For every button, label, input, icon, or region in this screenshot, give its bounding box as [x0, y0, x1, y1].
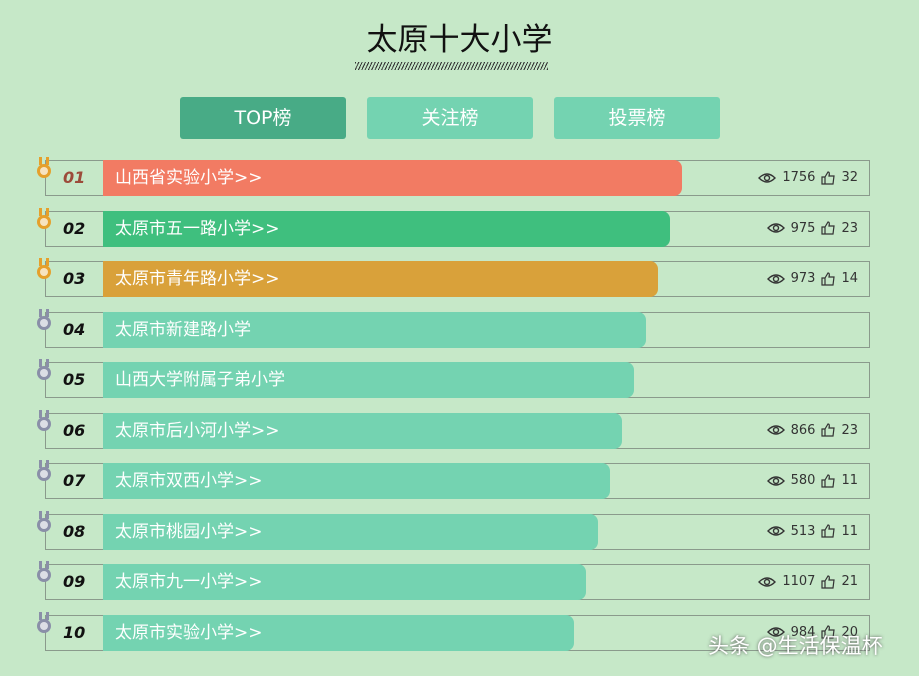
likes: 23: [841, 422, 858, 438]
likes-icon: [821, 616, 836, 650]
views: 513: [790, 523, 816, 539]
rank-row[interactable]: 06 太原市后小河小学>> 866 23: [37, 409, 870, 449]
likes-icon: [821, 464, 836, 498]
school-name: 太原市五一路小学>>: [103, 210, 670, 247]
views: 984: [790, 624, 816, 640]
views-icon: [766, 464, 785, 498]
views-icon: [758, 565, 777, 599]
likes: 14: [841, 271, 858, 286]
likes: 11: [841, 473, 858, 488]
medal-icon: [37, 460, 51, 481]
likes-icon: [821, 414, 836, 448]
likes-icon: [821, 262, 836, 296]
school-name: 山西大学附属子弟小学: [103, 362, 634, 398]
rank-row[interactable]: 04 太原市新建路小学: [37, 308, 870, 348]
school-name: 太原市青年路小学>>: [103, 261, 658, 297]
views: 580: [790, 473, 816, 488]
rank-row[interactable]: 05 山西大学附属子弟小学: [37, 359, 870, 398]
likes: 20: [841, 624, 858, 640]
stats: 580 11: [766, 464, 858, 498]
stats: 866 23: [766, 414, 858, 448]
stats: 975 23: [766, 212, 858, 246]
views-icon: [758, 161, 777, 195]
school-name: 太原市双西小学>>: [103, 463, 610, 499]
views: 1107: [782, 574, 816, 589]
tab[interactable]: 投票榜: [554, 97, 720, 139]
stats: 984 20: [766, 616, 858, 650]
rank-number: 01: [63, 168, 86, 187]
likes-icon: [821, 515, 836, 549]
school-name: 太原市实验小学>>: [103, 614, 574, 651]
stats: 1107 21: [758, 565, 858, 599]
likes-icon: [821, 565, 836, 599]
rank-row[interactable]: 07 太原市双西小学>> 580 11: [37, 460, 870, 499]
views: 1756: [782, 170, 816, 185]
stats: 973 14: [766, 262, 858, 296]
stats: 513 11: [766, 515, 858, 549]
likes: 32: [841, 170, 858, 185]
school-name: 太原市桃园小学>>: [103, 513, 598, 550]
medal-icon: [37, 561, 51, 582]
views-icon: [766, 212, 785, 246]
tab[interactable]: TOP榜: [180, 97, 346, 139]
rank-number: 05: [63, 370, 86, 389]
medal-icon: [37, 207, 51, 229]
views: 975: [790, 220, 816, 236]
rank-number: 07: [63, 471, 86, 490]
likes-icon: [821, 161, 836, 195]
rank-row[interactable]: 09 太原市九一小学>> 1107 21: [37, 561, 870, 600]
rank-row[interactable]: 01 山西省实验小学>> 1756 32: [37, 157, 870, 196]
likes: 23: [841, 220, 858, 236]
watermark: 头条 @生活保温杯: [708, 634, 883, 658]
medal-icon: [37, 258, 51, 279]
views-icon: [766, 515, 785, 549]
medal-icon: [37, 611, 51, 633]
likes: 11: [841, 523, 858, 539]
views-icon: [766, 616, 785, 650]
rank-row[interactable]: 02 太原市五一路小学>> 975 23: [37, 207, 870, 247]
views-icon: [766, 262, 785, 296]
rank-row[interactable]: 03 太原市青年路小学>> 973 14: [37, 258, 870, 297]
views: 973: [790, 271, 816, 286]
likes: 21: [841, 574, 858, 589]
rank-number: 04: [63, 319, 86, 339]
school-name: 太原市九一小学>>: [103, 564, 586, 600]
medal-icon: [37, 157, 51, 178]
rank-number: 03: [63, 269, 86, 288]
stats: 1756 32: [758, 161, 858, 195]
title-underline: [355, 62, 548, 70]
rank-number: 10: [63, 622, 86, 642]
likes-icon: [821, 212, 836, 246]
school-name: 太原市新建路小学: [103, 311, 646, 348]
rank-number: 08: [63, 521, 86, 541]
medal-icon: [37, 510, 51, 532]
rank-row[interactable]: 08 太原市桃园小学>> 513 11: [37, 510, 870, 550]
medal-icon: [37, 308, 51, 330]
medal-icon: [37, 409, 51, 431]
tab[interactable]: 关注榜: [367, 97, 533, 139]
rank-number: 02: [63, 218, 86, 238]
rank-number: 06: [63, 420, 86, 440]
school-name: 山西省实验小学>>: [103, 160, 682, 196]
title: 太原十大小学: [366, 22, 553, 58]
rank-row[interactable]: 10 太原市实验小学>> 984 20: [37, 611, 870, 651]
rank-number: 09: [63, 572, 86, 591]
school-name: 太原市后小河小学>>: [103, 412, 622, 449]
views-icon: [766, 414, 785, 448]
medal-icon: [37, 359, 51, 380]
views: 866: [790, 422, 816, 438]
